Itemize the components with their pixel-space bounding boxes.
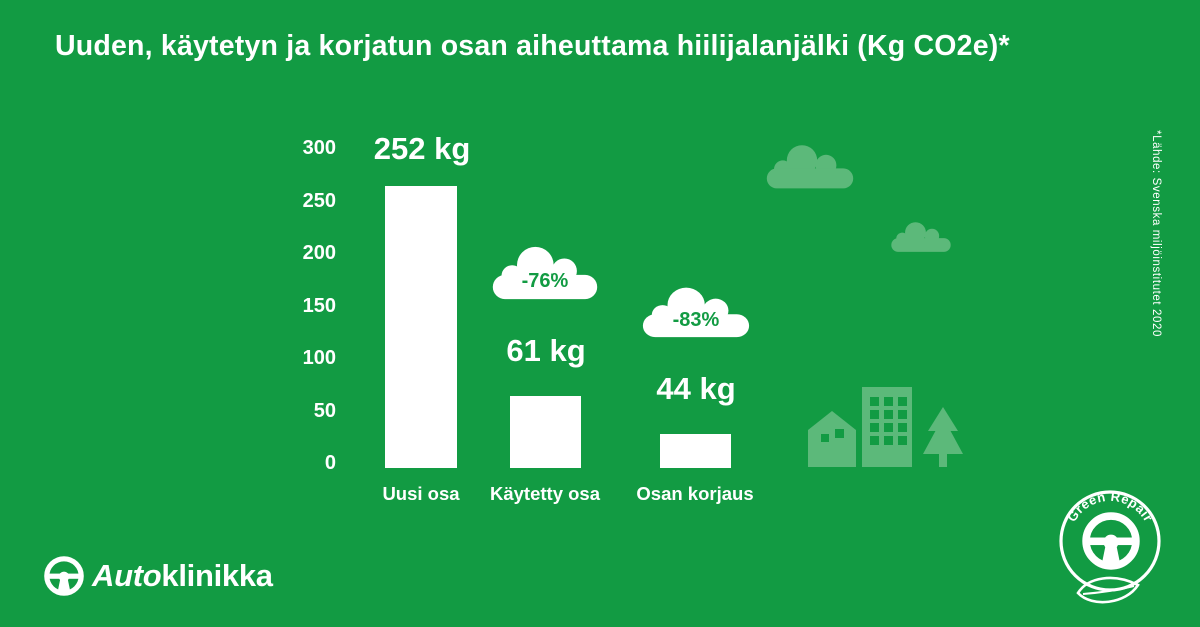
skyline-illustration [808, 387, 963, 467]
category-label-kaytetty-osa: Käytetty osa [489, 483, 601, 504]
value-label-uusi-osa: 252 kg [373, 131, 471, 166]
green-repair-badge: Green Repair [1059, 489, 1161, 604]
logo-wordmark-klinikka: klinikka [161, 558, 273, 593]
reduction-badge-83: -83% [637, 284, 755, 339]
logo-wordmark: Autoklinikka [92, 556, 273, 596]
bar-uusi-osa [385, 186, 457, 468]
y-tick-200: 200 [302, 242, 336, 264]
cloud-large-icon [762, 142, 858, 190]
source-note: *Lähde: Svenska miljöinstitutet 2020 [1150, 130, 1162, 337]
logo-wordmark-auto: Auto [92, 558, 162, 593]
bar-osan-korjaus [660, 434, 731, 468]
y-tick-250: 250 [302, 189, 336, 212]
autoklinikka-logo: Autoklinikka [44, 556, 273, 596]
y-tick-150: 150 [302, 294, 336, 317]
reduction-badge-label: -83% [672, 309, 720, 331]
reduction-badge-label: -76% [521, 270, 569, 292]
steering-wheel-icon [44, 556, 84, 596]
house-icon [808, 411, 856, 467]
leaf-icon [1076, 576, 1140, 604]
y-tick-0: 0 [324, 452, 336, 474]
category-label-osan-korjaus: Osan korjaus [636, 483, 754, 504]
value-label-osan-korjaus: 44 kg [656, 371, 736, 406]
y-axis: 300 250 200 150 100 50 0 [270, 136, 336, 475]
apartment-building-icon [862, 387, 912, 467]
y-tick-300: 300 [302, 137, 336, 159]
badge-steering-wheel-icon [1086, 516, 1136, 566]
y-tick-100: 100 [302, 347, 336, 369]
y-tick-50: 50 [313, 399, 336, 422]
category-label-uusi-osa: Uusi osa [382, 483, 460, 504]
cloud-small-icon [888, 220, 954, 253]
value-label-kaytetty-osa: 61 kg [506, 333, 586, 368]
reduction-badge-76: -76% [487, 243, 603, 301]
pine-tree-icon [923, 407, 963, 467]
bar-kaytetty-osa [510, 396, 581, 468]
page-title: Uuden, käytetyn ja korjatun osan aiheutt… [55, 30, 1010, 62]
